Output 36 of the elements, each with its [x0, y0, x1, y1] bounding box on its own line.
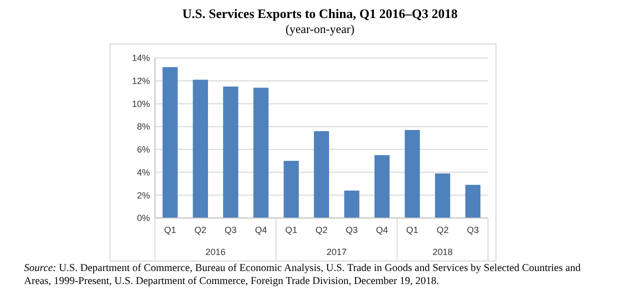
bar [192, 80, 208, 218]
source-note: Source: U.S. Department of Commerce, Bureau of Economic Analysis, U.S. Trade in Goods and Services by Selected Countries and Areas, 1999-Present, U.S. Department of Commerce, Foreign Trade Division, December 19, 2018. [23, 263, 582, 288]
bar [374, 155, 390, 218]
x-tick-label: Q2 [436, 225, 449, 235]
x-tick-label: Q4 [254, 225, 267, 235]
x-tick-label: Q3 [346, 225, 358, 235]
bar [223, 86, 238, 218]
y-tick-label: 6% [136, 144, 150, 155]
text: 2017 [326, 247, 347, 257]
y-tick-label: 12% [132, 76, 150, 86]
bar [314, 131, 330, 218]
x-tick-label: Q3 [224, 225, 237, 235]
bar [253, 88, 269, 218]
bar [284, 160, 299, 218]
x-tick-label: Q2 [194, 225, 206, 235]
bar [404, 130, 420, 218]
x-tick-label: Q1 [406, 225, 418, 235]
text: 2016 [206, 247, 226, 257]
y-tick-label: 14% [132, 53, 150, 64]
text: 2018 [432, 247, 453, 257]
y-tick-label: 4% [136, 167, 150, 178]
bar [344, 190, 360, 218]
chart-subtitle: (year-on-year) [285, 22, 355, 36]
bar [465, 184, 480, 218]
y-tick-label: 10% [132, 98, 150, 109]
chart-title: U.S. Services Exports to China, Q1 2016–Q3 2018 [182, 6, 458, 21]
x-tick-label: Q3 [466, 225, 479, 235]
y-tick-label: 0% [136, 213, 150, 224]
x-tick-label: Q2 [315, 225, 328, 235]
bar [435, 173, 450, 218]
x-tick-label: Q4 [376, 225, 388, 235]
bar [162, 67, 178, 218]
x-tick-label: Q1 [285, 225, 298, 235]
y-tick-label: 8% [136, 122, 150, 132]
x-tick-label: Q1 [164, 225, 176, 235]
y-tick-label: 2% [136, 190, 150, 200]
